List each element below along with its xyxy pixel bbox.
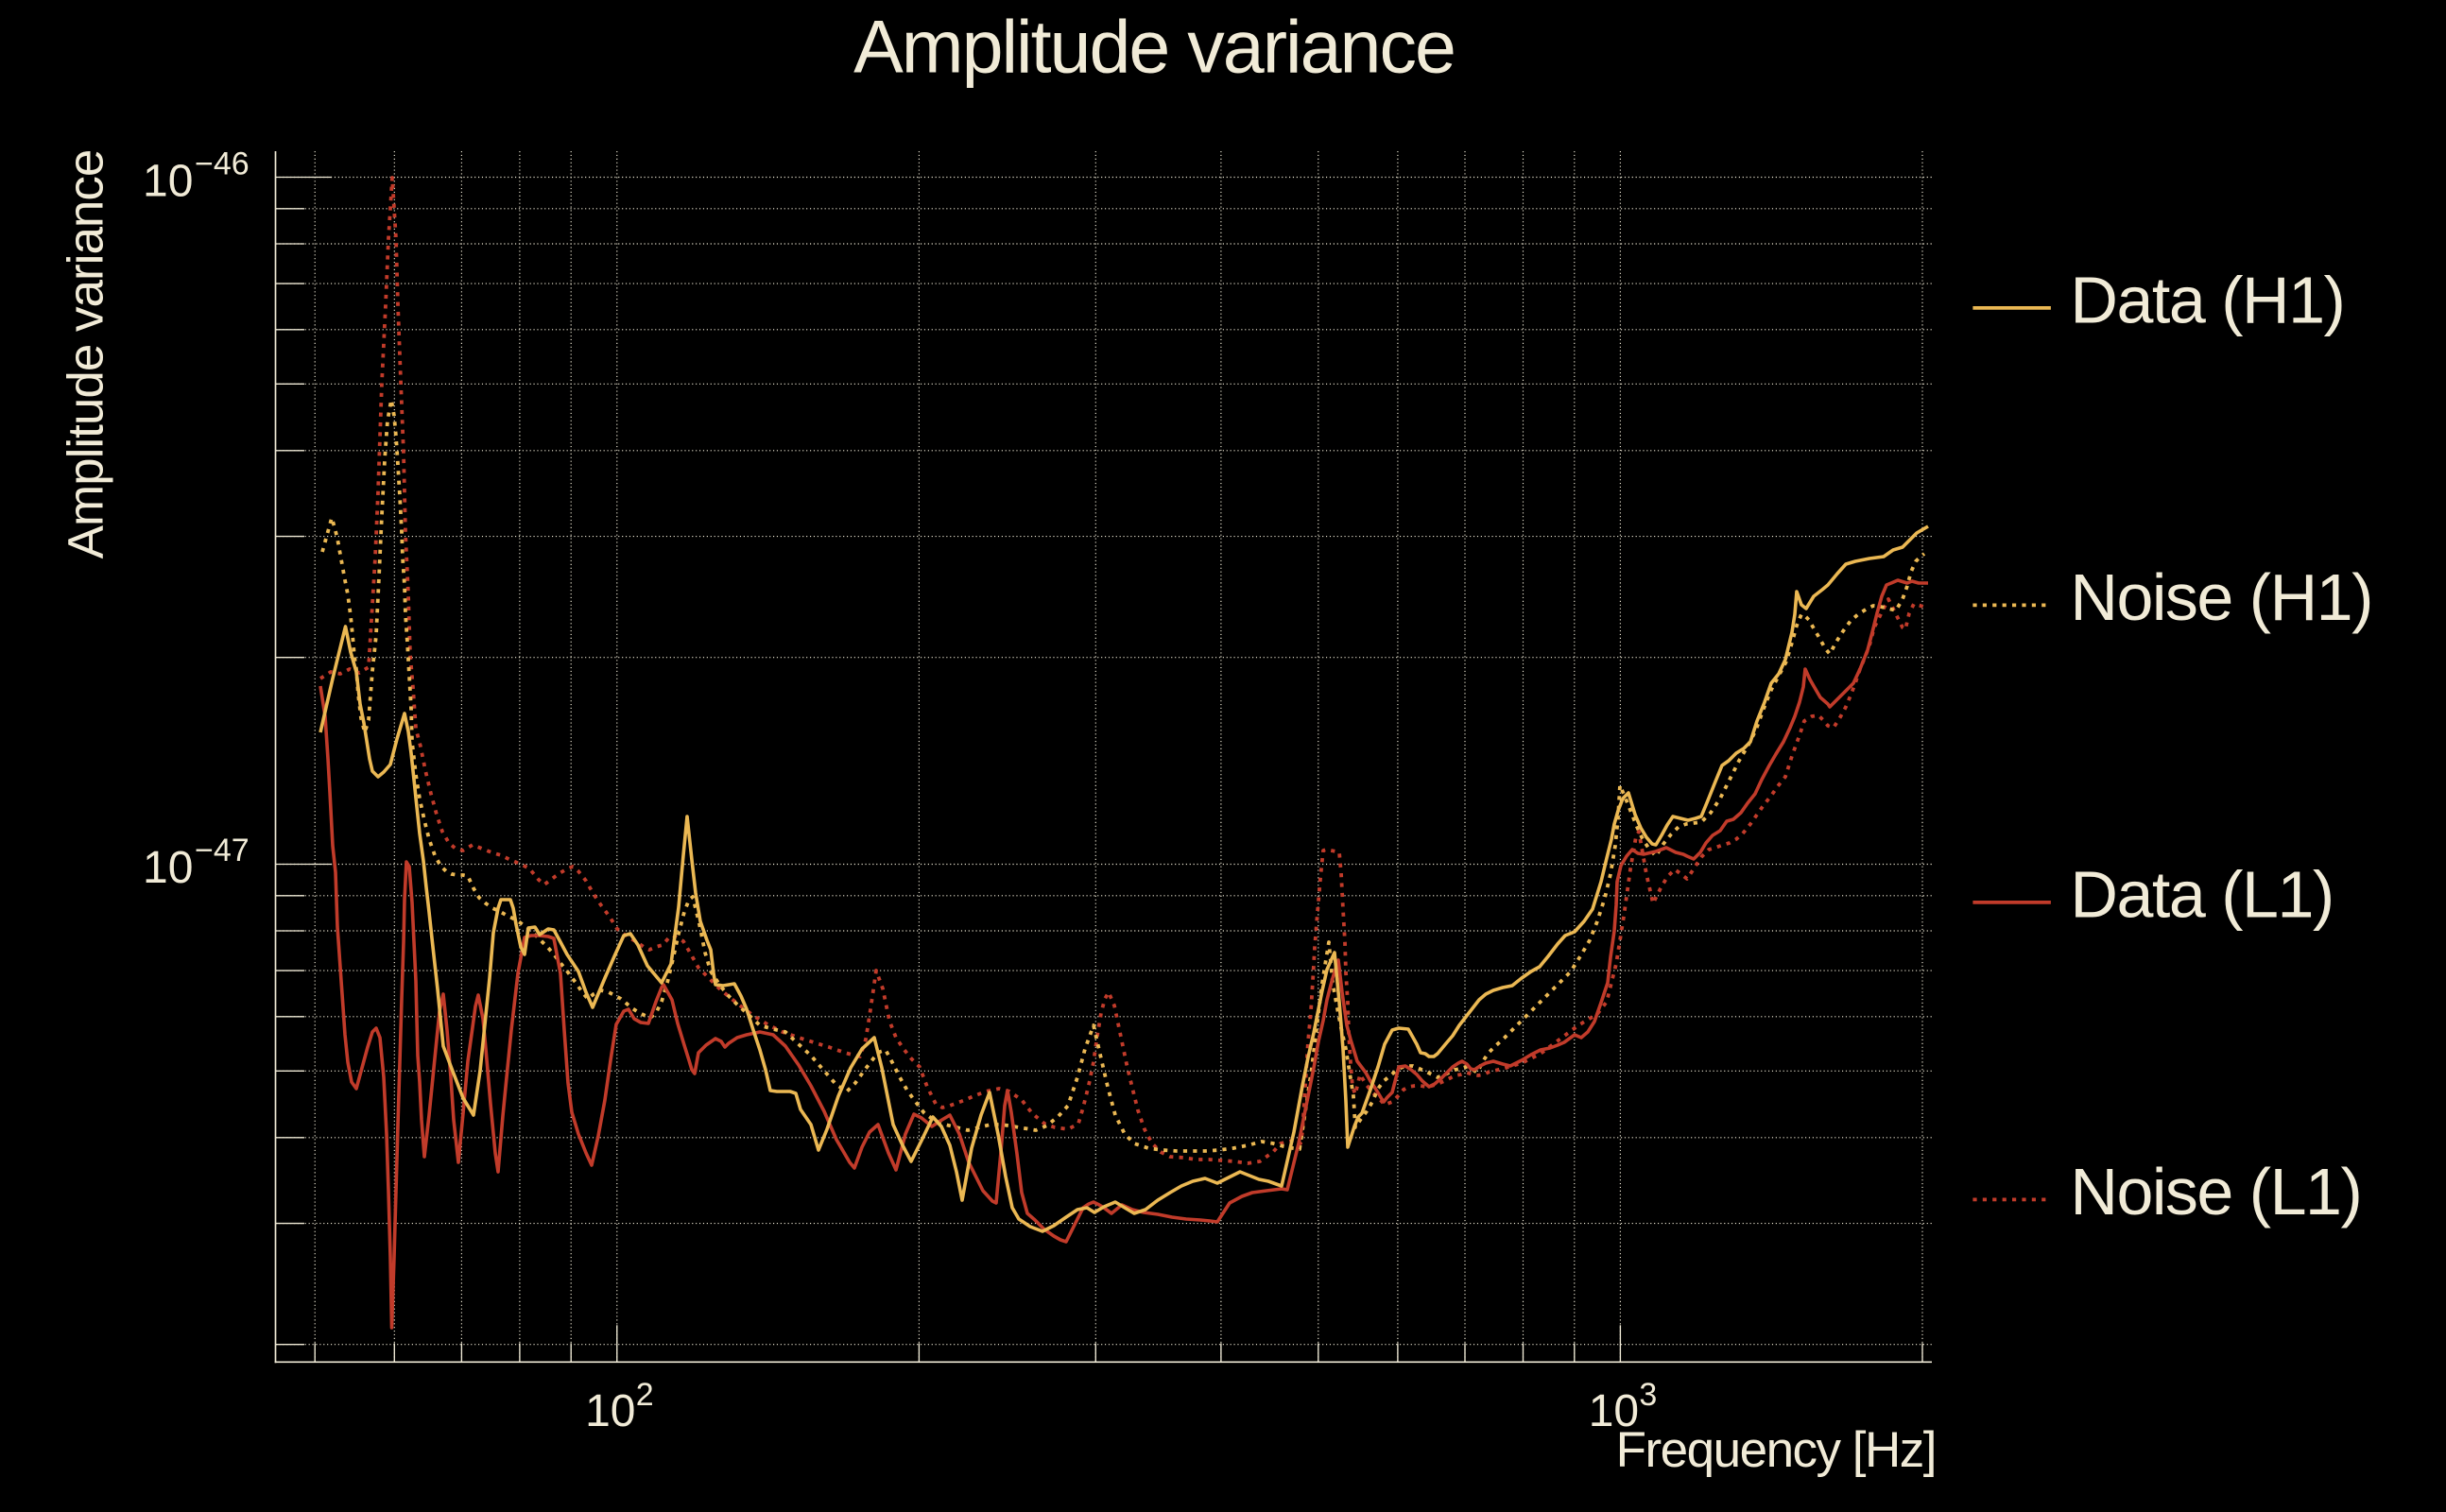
svg-text:10: 10 xyxy=(585,1386,635,1436)
svg-text:10: 10 xyxy=(1589,1386,1639,1436)
svg-text:Data (H1): Data (H1) xyxy=(2070,263,2344,336)
svg-text:Noise (L1): Noise (L1) xyxy=(2070,1155,2361,1228)
svg-text:Amplitude variance: Amplitude variance xyxy=(59,150,114,559)
svg-text:Data (L1): Data (L1) xyxy=(2070,857,2333,931)
svg-text:10: 10 xyxy=(143,843,193,893)
svg-text:Amplitude variance: Amplitude variance xyxy=(853,5,1455,89)
svg-text:Frequency [Hz]: Frequency [Hz] xyxy=(1616,1422,1936,1478)
svg-text:10: 10 xyxy=(143,157,193,207)
svg-text:3: 3 xyxy=(1639,1377,1657,1413)
svg-text:2: 2 xyxy=(636,1377,654,1413)
svg-text:Noise (H1): Noise (H1) xyxy=(2070,560,2372,634)
svg-text:−46: −46 xyxy=(195,146,250,182)
svg-text:−47: −47 xyxy=(195,833,250,868)
